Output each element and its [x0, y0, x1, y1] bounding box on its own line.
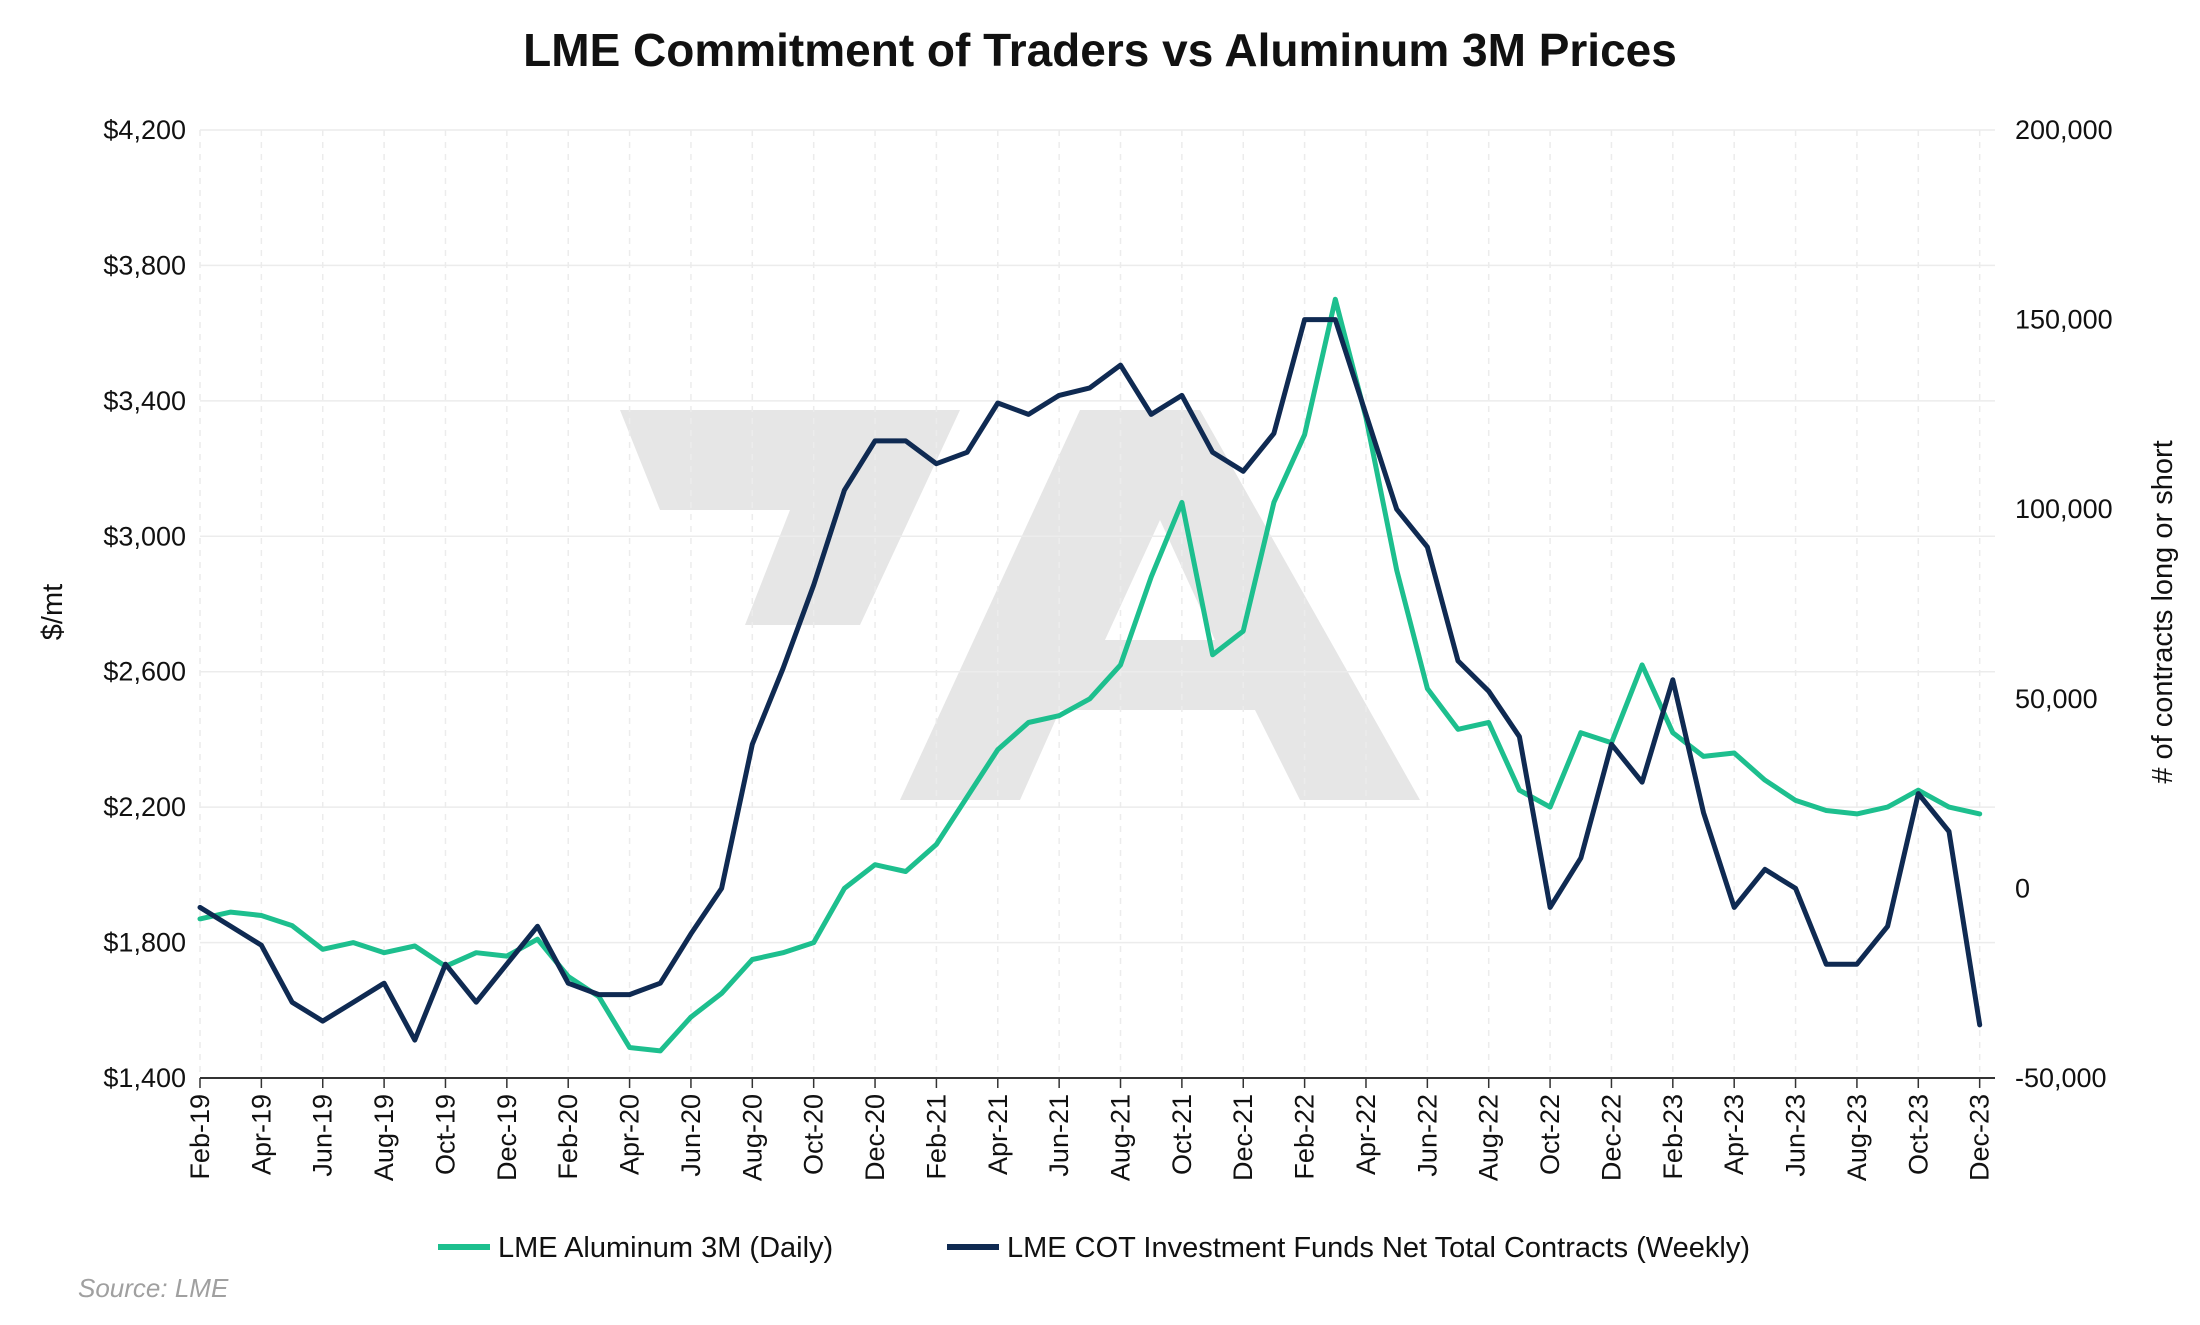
- x-tick-label: Feb-23: [1658, 1094, 1688, 1180]
- y-axis-right: -50,000 0 50,000 100,000 150,000 200,000: [2015, 115, 2113, 1093]
- y-tick-label: $1,400: [103, 1063, 186, 1093]
- grid: [199, 129, 1995, 1079]
- x-tick-label: Feb-22: [1290, 1094, 1320, 1180]
- x-tick-label: Feb-20: [553, 1094, 583, 1180]
- y-tick-label: $3,400: [103, 386, 186, 416]
- x-tick-label: Aug-22: [1474, 1094, 1504, 1181]
- x-tick-label: Jun-22: [1412, 1094, 1442, 1177]
- y2-tick-label: 100,000: [2015, 494, 2113, 524]
- legend: LME Aluminum 3M (Daily) LME COT Investme…: [438, 1232, 1750, 1264]
- x-tick-label: Dec-20: [860, 1094, 890, 1181]
- x-tick-label: Oct-20: [799, 1094, 829, 1175]
- y-tick-label: $1,800: [103, 928, 186, 958]
- x-tick-label: Oct-21: [1167, 1094, 1197, 1175]
- x-tick-label: Jun-21: [1044, 1094, 1074, 1177]
- x-tick-label: Apr-22: [1351, 1094, 1381, 1175]
- chart-title: LME Commitment of Traders vs Aluminum 3M…: [523, 24, 1677, 76]
- x-tick-label: Aug-21: [1106, 1094, 1136, 1181]
- x-axis: Feb-19 Apr-19 Jun-19 Aug-19 Oct-19 Dec-19 Feb-…: [185, 1077, 1995, 1181]
- x-tick-label: Jun-20: [676, 1094, 706, 1177]
- x-tick-label: Dec-22: [1596, 1094, 1626, 1181]
- x-tick-label: Feb-19: [185, 1094, 215, 1180]
- y-axis-label: $/mt: [37, 584, 69, 640]
- watermark-logo: [620, 410, 1420, 800]
- y-axis-left: $1,400 $1,800 $2,200 $2,600 $3,000 $3,400 $3,8…: [103, 115, 186, 1093]
- source-note: Source: LME: [78, 1273, 229, 1303]
- x-tick-label: Oct-19: [430, 1094, 460, 1175]
- y-tick-label: $2,600: [103, 657, 186, 687]
- y2-tick-label: 0: [2015, 873, 2030, 903]
- y2-tick-label: 50,000: [2015, 684, 2098, 714]
- y-tick-label: $3,800: [103, 250, 186, 280]
- x-tick-label: Apr-20: [615, 1094, 645, 1175]
- x-tick-label: Aug-20: [737, 1094, 767, 1181]
- y2-tick-label: 200,000: [2015, 115, 2113, 145]
- x-tick-label: Dec-23: [1965, 1094, 1995, 1181]
- series-layer: [197, 296, 1983, 1054]
- x-tick-label: Aug-23: [1842, 1094, 1872, 1181]
- y-tick-label: $3,000: [103, 521, 186, 551]
- x-tick-label: Oct-22: [1535, 1094, 1565, 1175]
- x-tick-label: Jun-19: [308, 1094, 338, 1177]
- series-line-cot: [197, 317, 1983, 1043]
- x-tick-label: Aug-19: [369, 1094, 399, 1181]
- legend-label-cot: LME COT Investment Funds Net Total Contr…: [1007, 1232, 1750, 1264]
- x-tick-label: Dec-19: [492, 1094, 522, 1181]
- x-tick-label: Apr-19: [246, 1094, 276, 1175]
- x-tick-label: Feb-21: [921, 1094, 951, 1180]
- y-tick-label: $2,200: [103, 792, 186, 822]
- x-tick-label: Jun-23: [1781, 1094, 1811, 1177]
- x-tick-label: Apr-21: [983, 1094, 1013, 1175]
- y2-tick-label: -50,000: [2015, 1063, 2107, 1093]
- y-tick-label: $4,200: [103, 115, 186, 145]
- y2-tick-label: 150,000: [2015, 305, 2113, 335]
- x-tick-label: Apr-23: [1719, 1094, 1749, 1175]
- legend-label-aluminum: LME Aluminum 3M (Daily): [498, 1232, 833, 1264]
- x-tick-label: Dec-21: [1228, 1094, 1258, 1181]
- series-line-aluminum: [197, 296, 1983, 1054]
- x-tick-label: Oct-23: [1903, 1094, 1933, 1175]
- y2-axis-label: # of contracts long or short: [2147, 440, 2179, 783]
